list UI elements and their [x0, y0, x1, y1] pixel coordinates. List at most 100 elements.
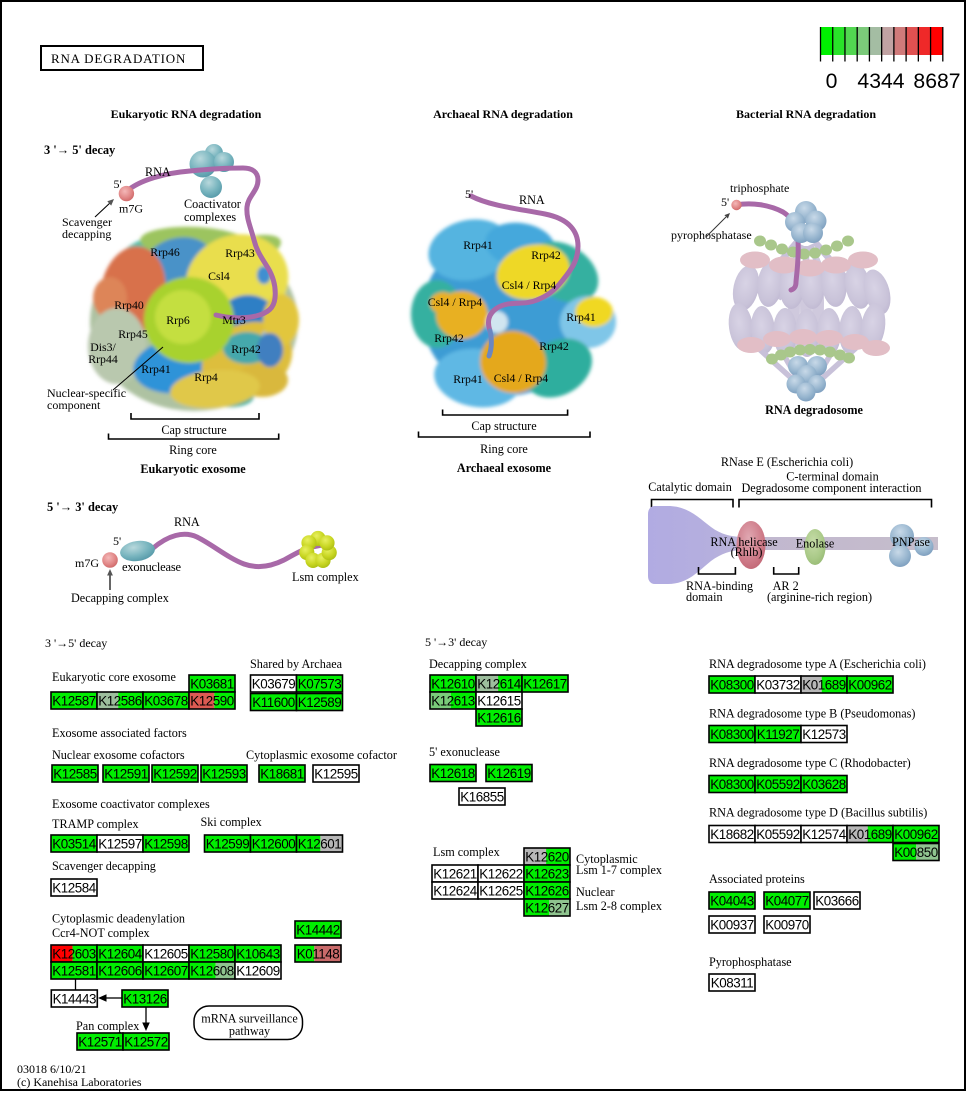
svg-text:pathway: pathway	[229, 1024, 271, 1038]
svg-text:Ring core: Ring core	[169, 443, 217, 457]
svg-text:Decapping complex: Decapping complex	[71, 591, 169, 605]
svg-text:K00962: K00962	[894, 827, 937, 842]
svg-text:K12605: K12605	[144, 946, 187, 961]
svg-text:K12613: K12613	[431, 693, 474, 708]
svg-text:Csl4 / Rrp4: Csl4 / Rrp4	[502, 278, 557, 292]
svg-text:K12573: K12573	[802, 727, 845, 742]
svg-text:K01148: K01148	[297, 946, 339, 961]
svg-text:K18681: K18681	[260, 766, 303, 781]
svg-text:K12597: K12597	[98, 836, 141, 851]
svg-text:RNA degradosome: RNA degradosome	[765, 403, 863, 417]
svg-text:K03679: K03679	[252, 676, 295, 691]
svg-text:Archaeal exosome: Archaeal exosome	[457, 461, 552, 475]
svg-text:4344: 4344	[857, 70, 904, 93]
svg-text:Csl4 / Rrp4: Csl4 / Rrp4	[494, 371, 549, 385]
svg-text:K12599: K12599	[206, 836, 249, 851]
svg-text:K12616: K12616	[477, 710, 520, 725]
svg-text:pyrophosphatase: pyrophosphatase	[671, 228, 752, 242]
svg-text:K12589: K12589	[298, 695, 341, 710]
svg-text:0: 0	[826, 70, 838, 93]
svg-text:K00970: K00970	[765, 917, 808, 932]
svg-text:Rrp44: Rrp44	[88, 352, 118, 366]
svg-text:Rrp46: Rrp46	[150, 245, 180, 259]
svg-text:Rrp42: Rrp42	[531, 248, 561, 262]
svg-text:Mtr3: Mtr3	[222, 313, 246, 327]
svg-text:K05592: K05592	[756, 827, 799, 842]
svg-text:K12621: K12621	[433, 866, 476, 881]
svg-text:Coactivator: Coactivator	[184, 197, 241, 211]
svg-text:Scavenger decapping: Scavenger decapping	[52, 859, 156, 873]
svg-text:K03628: K03628	[802, 777, 845, 792]
svg-text:5': 5'	[113, 534, 121, 548]
svg-text:Scavenger: Scavenger	[62, 215, 112, 229]
svg-text:K12619: K12619	[487, 766, 530, 781]
svg-text:K12587: K12587	[52, 693, 95, 708]
svg-text:K12603: K12603	[52, 946, 95, 961]
svg-text:5': 5'	[465, 187, 473, 201]
svg-text:K12604: K12604	[98, 946, 142, 961]
svg-text:Eukaryotic core exosome: Eukaryotic core exosome	[52, 670, 176, 684]
svg-text:(c) Kanehisa Laboratories: (c) Kanehisa Laboratories	[17, 1075, 142, 1089]
svg-text:K11600: K11600	[252, 695, 294, 710]
svg-text:Cytoplasmic deadenylation: Cytoplasmic deadenylation	[52, 912, 185, 926]
svg-text:AR 2: AR 2	[773, 579, 799, 593]
svg-text:K11927: K11927	[757, 727, 799, 742]
svg-text:K12608: K12608	[190, 963, 233, 978]
svg-text:K12601: K12601	[298, 836, 341, 851]
svg-text:Eukaryotic exosome: Eukaryotic exosome	[140, 462, 246, 476]
svg-text:K16855: K16855	[460, 789, 503, 804]
svg-text:K05592: K05592	[756, 777, 799, 792]
svg-text:K12609: K12609	[236, 963, 279, 978]
svg-text:K00850: K00850	[894, 845, 937, 860]
svg-text:Exosome associated factors: Exosome associated factors	[52, 726, 187, 740]
svg-text:Cytoplasmic: Cytoplasmic	[576, 852, 638, 866]
svg-text:decapping: decapping	[62, 227, 111, 241]
svg-text:Exosome coactivator complexes: Exosome coactivator complexes	[52, 797, 210, 811]
svg-text:Associated proteins: Associated proteins	[709, 872, 805, 886]
svg-text:Lsm complex: Lsm complex	[292, 570, 359, 584]
svg-text:Lsm 2-8 complex: Lsm 2-8 complex	[576, 899, 662, 913]
svg-text:K12610: K12610	[431, 676, 474, 691]
svg-text:Lsm 1-7 complex: Lsm 1-7 complex	[576, 863, 662, 877]
svg-text:m7G: m7G	[119, 202, 143, 216]
svg-text:C-terminal domain: C-terminal domain	[786, 470, 878, 484]
svg-text:Rrp41: Rrp41	[453, 372, 483, 386]
svg-text:K13126: K13126	[123, 991, 166, 1006]
svg-text:PNPase: PNPase	[892, 535, 930, 549]
svg-text:K03732: K03732	[756, 677, 799, 692]
svg-text:Rrp42: Rrp42	[539, 339, 569, 353]
svg-text:K08300: K08300	[710, 677, 753, 692]
svg-text:K12571: K12571	[78, 1034, 121, 1049]
svg-text:Rrp43: Rrp43	[225, 246, 255, 260]
svg-text:Ccr4-NOT complex: Ccr4-NOT complex	[52, 926, 150, 940]
svg-text:RNA degradosome type D (Bacill: RNA degradosome type D (Bacillus subtili…	[709, 806, 927, 820]
svg-text:5' exonuclease: 5' exonuclease	[429, 745, 500, 759]
svg-text:K12591: K12591	[104, 766, 147, 781]
svg-text:K12624: K12624	[433, 883, 477, 898]
svg-text:Cap structure: Cap structure	[161, 423, 226, 437]
svg-text:5 '→3' decay: 5 '→3' decay	[425, 635, 487, 649]
svg-text:K12590: K12590	[190, 693, 233, 708]
svg-text:RNA: RNA	[519, 193, 545, 207]
svg-text:RNase E (Escherichia coli): RNase E (Escherichia coli)	[721, 455, 853, 469]
svg-text:RNA degradosome type A (Escher: RNA degradosome type A (Escherichia coli…	[709, 657, 926, 671]
svg-text:triphosphate: triphosphate	[730, 181, 789, 195]
svg-text:Eukaryotic RNA degradation: Eukaryotic RNA degradation	[111, 107, 262, 121]
svg-text:8687: 8687	[913, 70, 960, 93]
svg-text:Shared by Archaea: Shared by Archaea	[250, 657, 343, 671]
svg-text:Rrp6: Rrp6	[166, 313, 190, 327]
svg-text:K12606: K12606	[98, 963, 141, 978]
svg-text:K12574: K12574	[802, 827, 846, 842]
svg-text:Nuclear: Nuclear	[576, 885, 615, 899]
svg-text:Ring core: Ring core	[480, 442, 528, 456]
svg-text:Dis3/: Dis3/	[90, 340, 116, 354]
svg-text:K12607: K12607	[144, 963, 187, 978]
svg-text:Cytoplasmic exosome cofactor: Cytoplasmic exosome cofactor	[246, 748, 397, 762]
svg-text:K01689: K01689	[802, 677, 845, 692]
svg-text:K12581: K12581	[52, 963, 95, 978]
svg-text:K03666: K03666	[815, 893, 858, 908]
svg-text:RNA helicase: RNA helicase	[710, 535, 777, 549]
svg-text:K18682: K18682	[710, 827, 753, 842]
svg-text:K12615: K12615	[477, 693, 520, 708]
svg-text:K12620: K12620	[525, 849, 568, 864]
